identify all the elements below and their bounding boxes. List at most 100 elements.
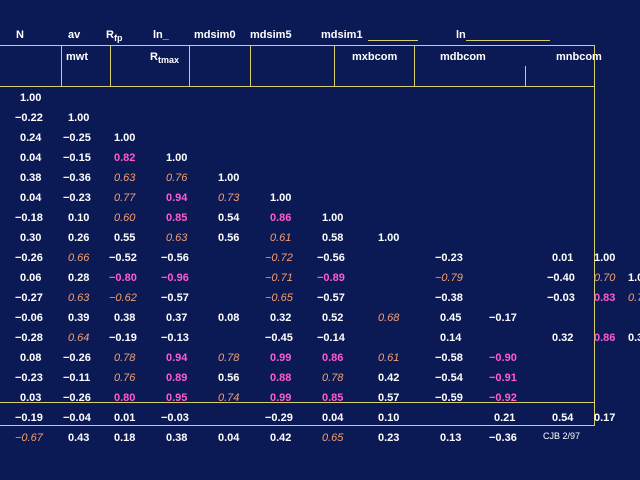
matrix-cell-r0-c0: 1.00	[20, 92, 42, 104]
matrix-cell-r11-c9: −0.17	[489, 312, 517, 324]
matrix-cell-r9-c5: −0.71	[265, 272, 293, 284]
matrix-cell-r16-c9: 0.21	[494, 412, 516, 424]
matrix-cell-r17-c5: 0.42	[270, 432, 292, 444]
matrix-cell-r12-c12: 0.3	[628, 332, 640, 344]
matrix-cell-r10-c8: −0.38	[435, 292, 463, 304]
matrix-cell-r12-c6: −0.14	[317, 332, 345, 344]
matrix-cell-r15-c8: −0.59	[435, 392, 463, 404]
matrix-cell-r10-c1: 0.63	[68, 292, 90, 304]
matrix-cell-r16-c5: −0.29	[265, 412, 293, 424]
header-n: N	[16, 29, 24, 41]
matrix-cell-r9-c0: 0.06	[20, 272, 42, 284]
matrix-cell-r12-c5: −0.45	[265, 332, 293, 344]
matrix-cell-r5-c5: 1.00	[270, 192, 292, 204]
matrix-cell-r17-c6: 0.65	[322, 432, 344, 444]
matrix-cell-r13-c3: 0.94	[166, 352, 188, 364]
matrix-cell-r7-c3: 0.63	[166, 232, 188, 244]
matrix-cell-r14-c6: 0.78	[322, 372, 344, 384]
matrix-cell-r15-c7: 0.57	[378, 392, 400, 404]
matrix-cell-r6-c3: 0.85	[166, 212, 188, 224]
matrix-cell-r4-c4: 1.00	[218, 172, 240, 184]
header-mdbcom: mdbcom	[440, 51, 486, 63]
matrix-cell-r8-c2: −0.52	[109, 252, 137, 264]
matrix-cell-r1-c0: −0.22	[15, 112, 43, 124]
matrix-cell-r11-c0: −0.06	[15, 312, 43, 324]
header-mdsim1: mdsim1	[321, 29, 363, 41]
col-divider-2	[110, 46, 111, 86]
matrix-cell-r8-c11: 1.00	[594, 252, 616, 264]
matrix-cell-r8-c8: −0.23	[435, 252, 463, 264]
matrix-cell-r13-c0: 0.08	[20, 352, 42, 364]
header-rule-bottom	[0, 86, 594, 87]
matrix-cell-r7-c7: 1.00	[378, 232, 400, 244]
matrix-cell-r17-c7: 0.23	[378, 432, 400, 444]
matrix-cell-r6-c6: 1.00	[322, 212, 344, 224]
matrix-cell-r5-c4: 0.73	[218, 192, 240, 204]
matrix-cell-r13-c6: 0.86	[322, 352, 344, 364]
matrix-cell-r16-c0: −0.19	[15, 412, 43, 424]
matrix-cell-r5-c2: 0.77	[114, 192, 136, 204]
matrix-cell-r15-c3: 0.95	[166, 392, 188, 404]
header-rule-top	[0, 45, 594, 46]
matrix-cell-r3-c1: −0.15	[63, 152, 91, 164]
matrix-cell-r7-c2: 0.55	[114, 232, 136, 244]
matrix-cell-r5-c3: 0.94	[166, 192, 188, 204]
matrix-cell-r10-c3: −0.57	[161, 292, 189, 304]
matrix-cell-r13-c1: −0.26	[63, 352, 91, 364]
matrix-cell-r14-c1: −0.11	[63, 372, 91, 384]
matrix-cell-r7-c6: 0.58	[322, 232, 344, 244]
matrix-cell-r14-c4: 0.56	[218, 372, 240, 384]
matrix-cell-r7-c1: 0.26	[68, 232, 90, 244]
matrix-cell-r17-c0: −0.67	[15, 432, 43, 444]
matrix-cell-r9-c10: −0.40	[547, 272, 575, 284]
header-mdsim0: mdsim0	[194, 29, 236, 41]
matrix-cell-r8-c5: −0.72	[265, 252, 293, 264]
matrix-cell-r11-c8: 0.45	[440, 312, 462, 324]
matrix-cell-r15-c1: −0.26	[63, 392, 91, 404]
matrix-cell-r14-c5: 0.88	[270, 372, 292, 384]
matrix-cell-r13-c4: 0.78	[218, 352, 240, 364]
matrix-cell-r17-c2: 0.18	[114, 432, 136, 444]
matrix-cell-r5-c1: −0.23	[63, 192, 91, 204]
matrix-cell-r14-c2: 0.76	[114, 372, 136, 384]
matrix-cell-r6-c2: 0.60	[114, 212, 136, 224]
matrix-cell-r9-c2: −0.80	[109, 272, 137, 284]
matrix-cell-r16-c10: 0.54	[552, 412, 574, 424]
matrix-cell-r9-c3: −0.96	[161, 272, 189, 284]
header-r-fp: Rfp	[106, 29, 123, 43]
header-ln: ln_	[153, 29, 169, 41]
matrix-cell-r8-c1: 0.66	[68, 252, 90, 264]
matrix-cell-r12-c2: −0.19	[109, 332, 137, 344]
matrix-cell-r2-c2: 1.00	[114, 132, 136, 144]
header-underline-1	[368, 40, 418, 41]
matrix-cell-r3-c3: 1.00	[166, 152, 188, 164]
matrix-cell-r6-c0: −0.18	[15, 212, 43, 224]
matrix-cell-r2-c0: 0.24	[20, 132, 42, 144]
matrix-cell-r15-c9: −0.92	[489, 392, 517, 404]
matrix-cell-r12-c3: −0.13	[161, 332, 189, 344]
matrix-cell-r10-c0: −0.27	[15, 292, 43, 304]
matrix-cell-r4-c2: 0.63	[114, 172, 136, 184]
matrix-cell-r11-c7: 0.68	[378, 312, 400, 324]
matrix-cell-r13-c5: 0.99	[270, 352, 292, 364]
matrix-cell-r17-c4: 0.04	[218, 432, 240, 444]
footer-rule-lower	[0, 425, 594, 426]
matrix-cell-r17-c8: 0.13	[440, 432, 462, 444]
matrix-cell-r10-c10: −0.03	[547, 292, 575, 304]
matrix-cell-r6-c1: 0.10	[68, 212, 90, 224]
matrix-cell-r14-c3: 0.89	[166, 372, 188, 384]
matrix-cell-r9-c6: −0.89	[317, 272, 345, 284]
matrix-cell-r16-c2: 0.01	[114, 412, 136, 424]
matrix-cell-r14-c9: −0.91	[489, 372, 517, 384]
matrix-cell-r15-c2: 0.80	[114, 392, 136, 404]
matrix-cell-r9-c11: 0.70	[594, 272, 616, 284]
header-underline-2	[466, 40, 550, 41]
matrix-cell-r16-c3: −0.03	[161, 412, 189, 424]
right-border	[594, 45, 595, 426]
matrix-cell-r8-c3: −0.56	[161, 252, 189, 264]
matrix-cell-r14-c0: −0.23	[15, 372, 43, 384]
matrix-cell-r7-c5: 0.61	[270, 232, 292, 244]
col-divider-7	[525, 66, 526, 86]
matrix-cell-r11-c4: 0.08	[218, 312, 240, 324]
matrix-cell-r11-c5: 0.32	[270, 312, 292, 324]
